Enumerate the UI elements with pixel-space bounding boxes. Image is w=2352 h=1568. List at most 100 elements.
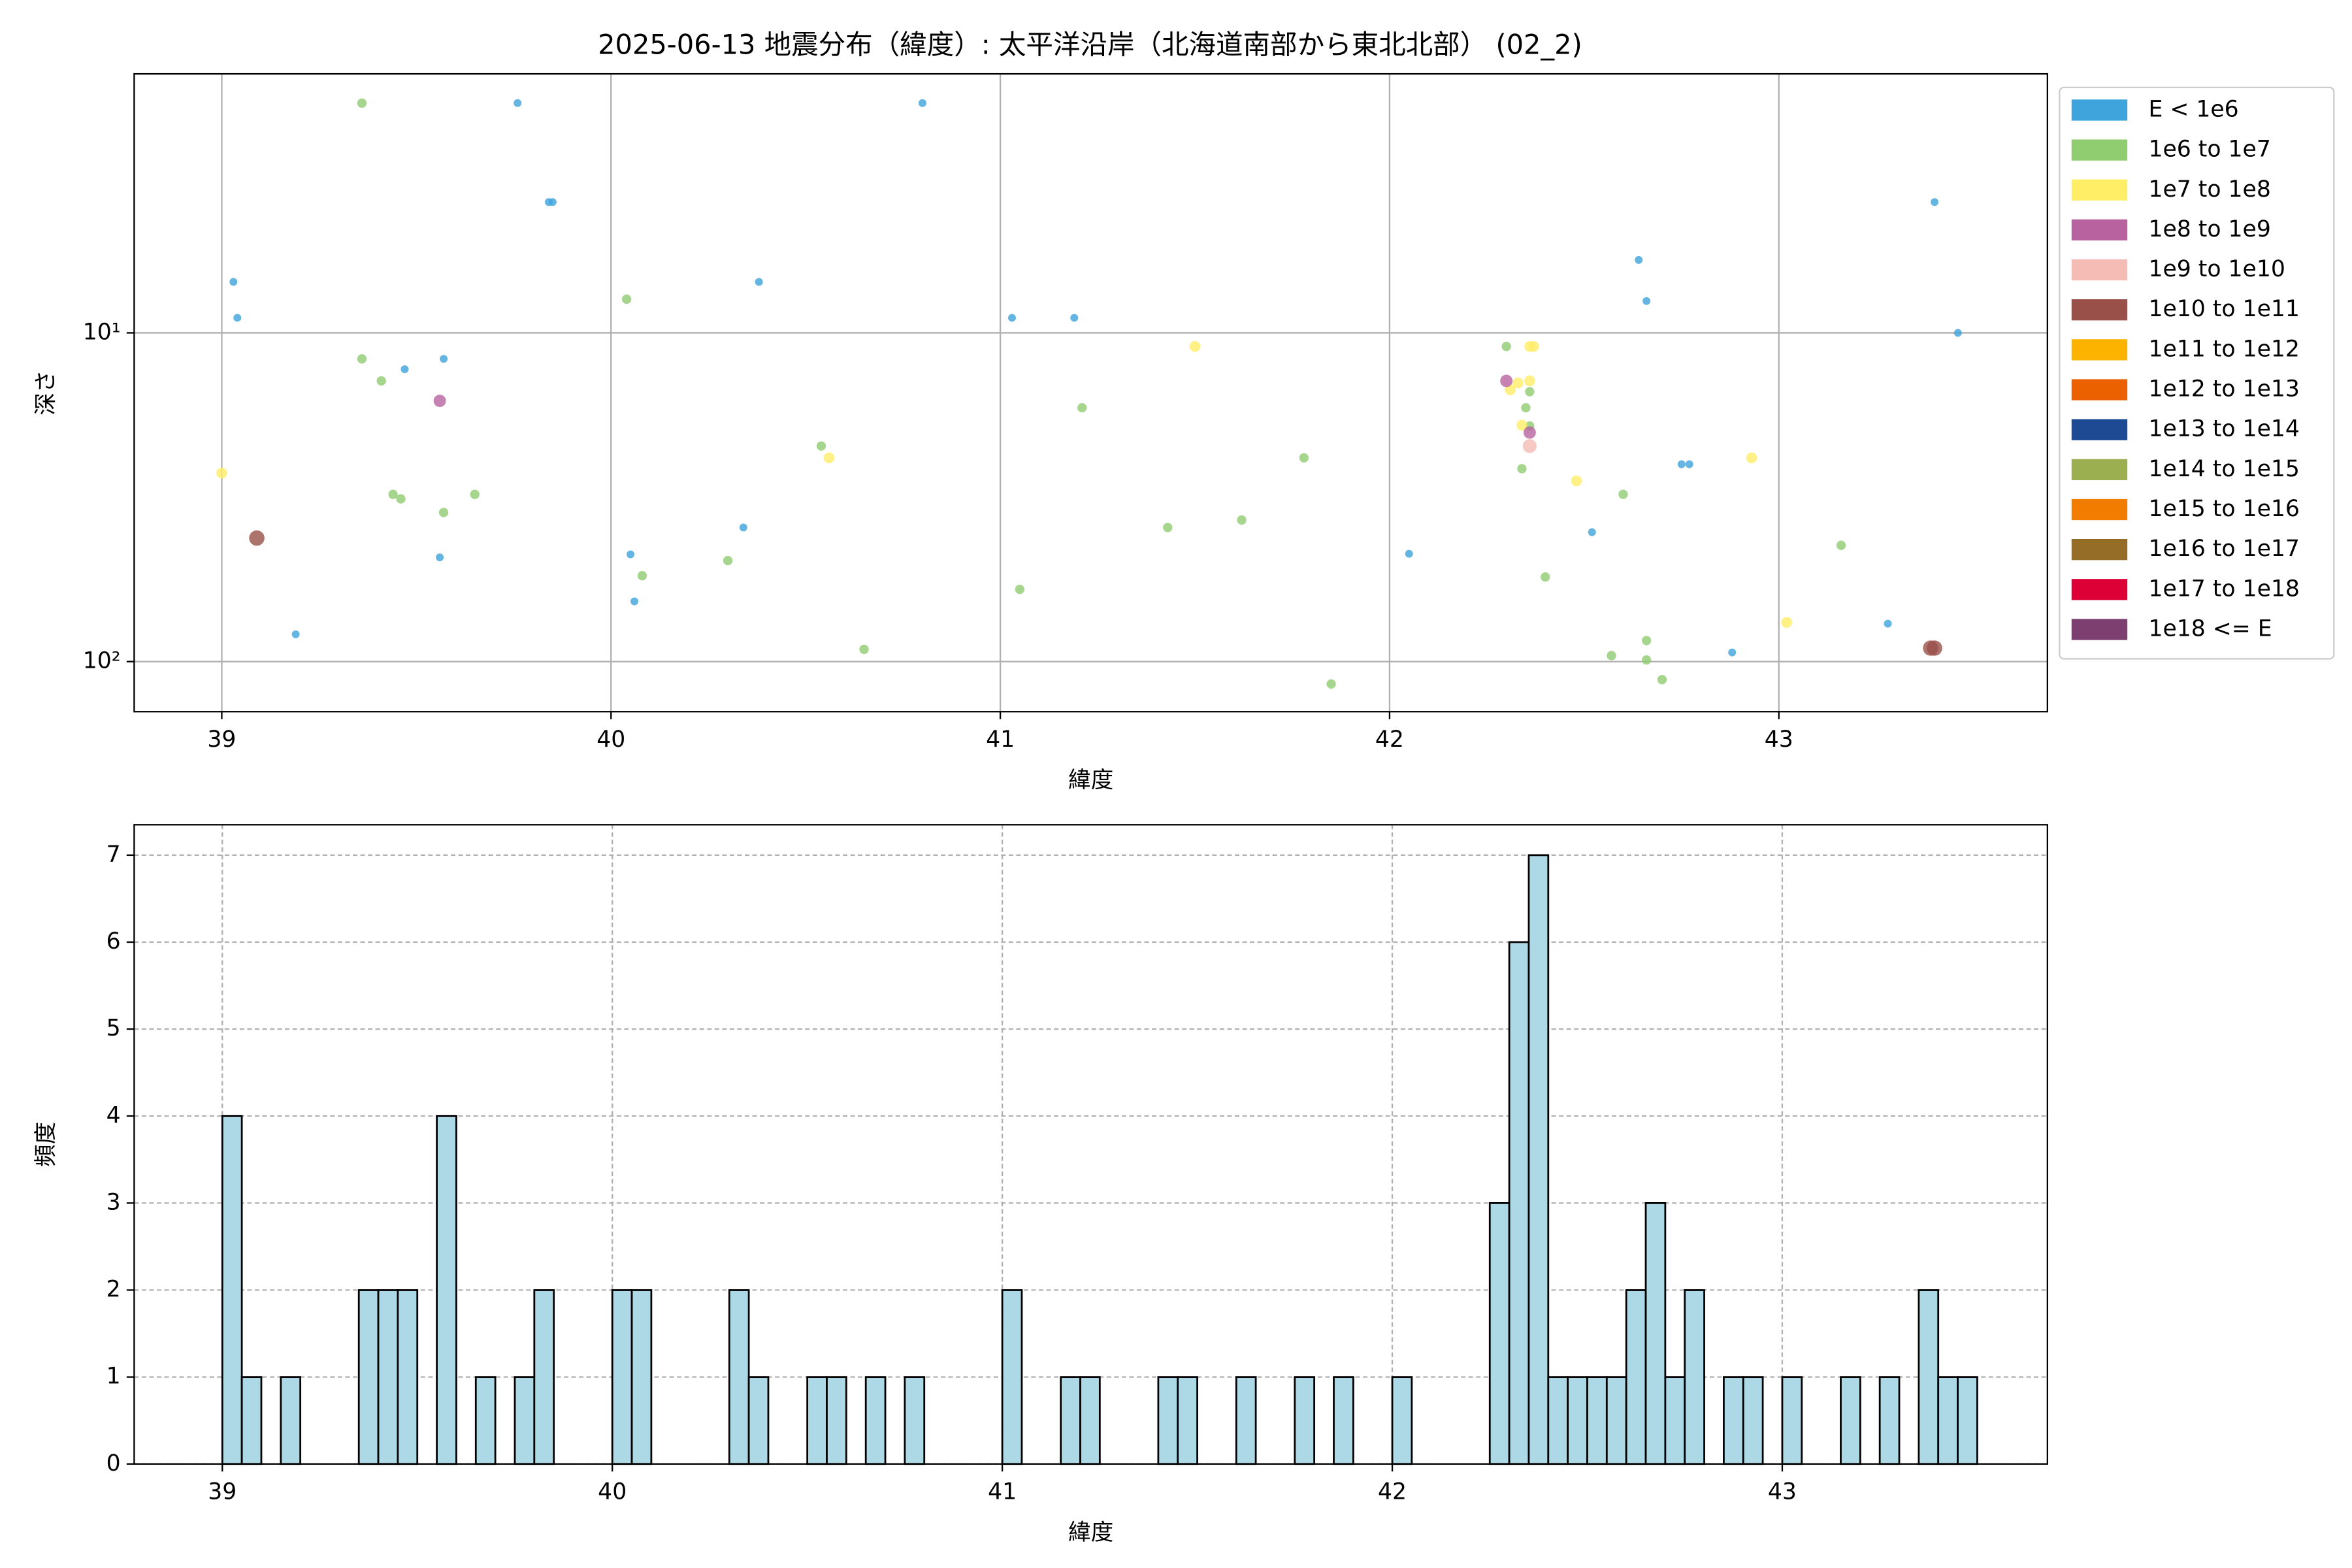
histogram-bar: [280, 1376, 302, 1465]
x-tick-label: 40: [596, 727, 625, 753]
data-point: [1189, 340, 1201, 352]
data-point: [1953, 329, 1962, 337]
legend-label: E < 1e6: [2148, 96, 2238, 122]
histogram-bar: [1391, 1376, 1413, 1465]
data-point: [1618, 489, 1628, 499]
data-point: [1405, 549, 1413, 558]
data-point: [859, 644, 869, 655]
histogram-bar: [1723, 1376, 1744, 1465]
y-axis-label: 頻度: [33, 1122, 59, 1167]
histogram-bar: [240, 1376, 263, 1465]
legend-label: 1e10 to 1e11: [2148, 296, 2299, 322]
data-point: [1007, 314, 1016, 322]
data-point: [1505, 384, 1516, 395]
histogram-bar: [1235, 1376, 1257, 1465]
data-point: [755, 278, 763, 286]
data-point: [357, 98, 367, 108]
histogram-bar: [1605, 1376, 1627, 1465]
data-point: [440, 355, 448, 363]
data-point: [470, 489, 480, 499]
histogram-bar: [474, 1376, 497, 1465]
data-point: [376, 376, 386, 386]
legend-label: 1e12 to 1e13: [2148, 376, 2299, 402]
histogram-bar: [1586, 1376, 1608, 1465]
y-tick-label: 10²: [83, 648, 121, 674]
data-point: [400, 365, 409, 374]
legend-swatch: [2071, 539, 2128, 561]
data-point: [388, 489, 398, 499]
histogram-bar: [1742, 1376, 1764, 1465]
data-point: [1931, 198, 1939, 206]
data-point: [1571, 475, 1582, 487]
data-point: [1299, 453, 1309, 463]
legend-swatch: [2071, 579, 2128, 600]
y-tick-label: 10¹: [83, 319, 121, 345]
chart-title: 2025-06-13 地震分布（緯度）: 太平洋沿岸（北海道南部から東北北部） …: [598, 29, 1582, 61]
data-point: [1541, 572, 1550, 582]
data-point: [1528, 340, 1539, 352]
data-point: [229, 278, 238, 286]
legend-label: 1e6 to 1e7: [2148, 137, 2270, 163]
histogram-bar: [1060, 1376, 1081, 1465]
x-axis-label: 緯度: [1068, 1520, 1113, 1546]
data-point: [216, 467, 227, 479]
legend-box: [2059, 86, 2335, 660]
data-point: [514, 99, 522, 107]
data-point: [433, 395, 446, 407]
histogram-bar: [1781, 1376, 1803, 1465]
data-point: [1836, 540, 1846, 550]
legend-label: 1e14 to 1e15: [2148, 456, 2299, 482]
data-point: [630, 597, 639, 606]
data-point: [1607, 651, 1616, 661]
x-tick-label: 41: [986, 727, 1015, 753]
data-point: [1588, 528, 1596, 536]
data-point: [396, 494, 406, 504]
y-axis-label: 深さ: [33, 370, 59, 416]
histogram-bar: [864, 1376, 887, 1465]
legend-label: 1e16 to 1e17: [2148, 536, 2299, 562]
legend-label: 1e7 to 1e8: [2148, 176, 2270, 203]
data-point: [1927, 640, 1942, 656]
histogram-bar: [1840, 1376, 1861, 1465]
y-tick-label: 7: [106, 841, 121, 868]
data-point: [1746, 452, 1757, 464]
data-point: [723, 555, 733, 566]
legend-swatch: [2071, 379, 2128, 400]
legend-label: 1e15 to 1e16: [2148, 496, 2299, 522]
histogram-bar: [357, 1289, 380, 1465]
histogram-bar: [1508, 941, 1530, 1465]
legend-swatch: [2071, 99, 2128, 121]
plot-frame: [133, 824, 2048, 1465]
y-tick-label: 3: [106, 1189, 121, 1215]
histogram-bar: [1157, 1376, 1179, 1465]
histogram-bar: [1527, 854, 1550, 1465]
data-point: [1326, 679, 1336, 689]
histogram-bar: [747, 1376, 770, 1465]
data-point: [1642, 297, 1651, 305]
histogram-bar: [1937, 1376, 1959, 1465]
legend-label: 1e17 to 1e18: [2148, 576, 2299, 602]
y-tick-label: 2: [106, 1277, 121, 1303]
data-point: [1685, 460, 1693, 468]
histogram-bar: [904, 1376, 926, 1465]
data-point: [1635, 255, 1643, 264]
legend-label: 1e13 to 1e14: [2148, 416, 2299, 442]
legend-swatch: [2071, 139, 2128, 161]
legend-label: 1e18 <= E: [2148, 615, 2272, 642]
data-point: [1015, 584, 1025, 595]
histogram-bar: [1567, 1376, 1588, 1465]
histogram-bar: [1333, 1376, 1354, 1465]
x-tick-label: 43: [1765, 727, 1793, 753]
x-tick-label: 43: [1768, 1479, 1797, 1505]
data-point: [438, 508, 449, 517]
histogram-bar: [1488, 1202, 1511, 1465]
y-tick-label: 4: [106, 1102, 121, 1128]
x-tick-label: 39: [208, 1479, 237, 1505]
data-point: [1512, 377, 1524, 389]
data-point: [548, 198, 557, 206]
histogram-bar: [1957, 1376, 1978, 1465]
legend-swatch: [2071, 459, 2128, 480]
data-point: [1884, 619, 1892, 628]
